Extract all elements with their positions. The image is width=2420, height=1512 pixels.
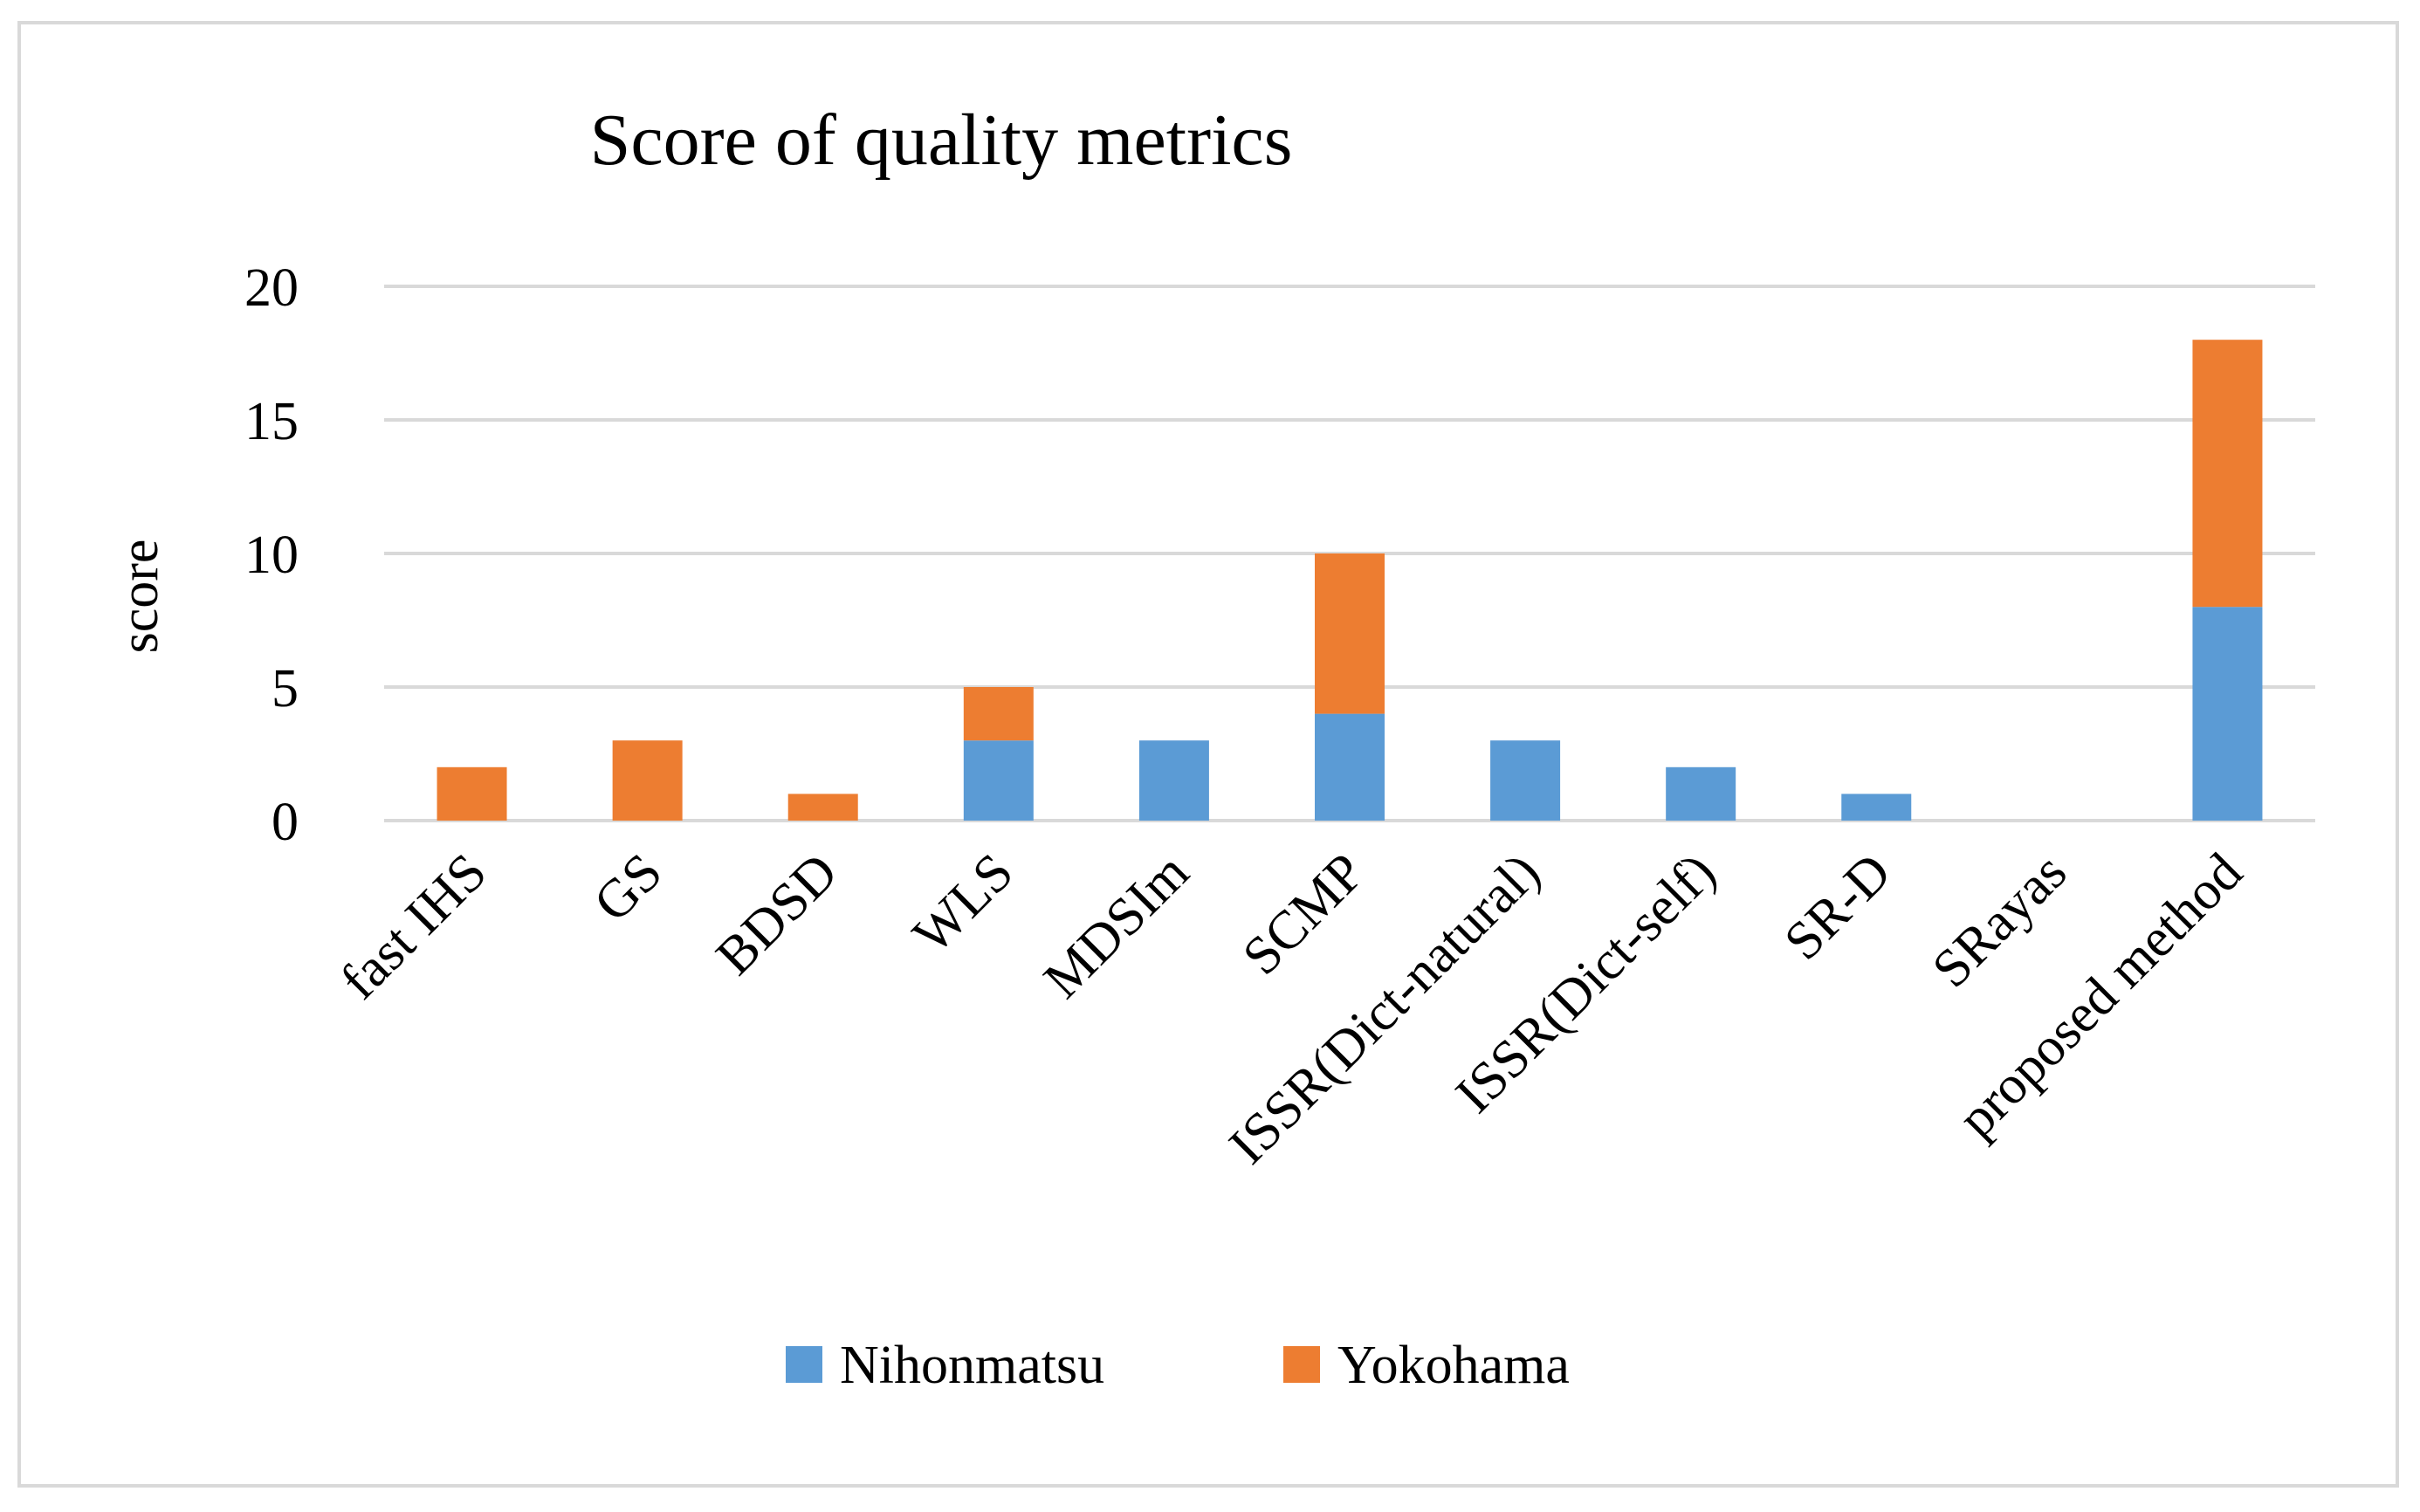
x-tick-label: GS — [582, 842, 673, 933]
x-tick-label: SRayas — [1922, 842, 2079, 1000]
legend-label-nihonmatsu: Nihonmatsu — [840, 1336, 1104, 1395]
bar-nihonmatsu-6 — [1490, 740, 1561, 821]
bar-nihonmatsu-5 — [1315, 713, 1385, 821]
x-tick-labels: fast IHS GS BDSD WLS MDSIm SCMPISSR(Dict-natu… — [329, 842, 2253, 1176]
chart-frame: Score of quality metrics score 0 5 10 15 20 … — [17, 21, 2399, 1488]
y-tick-label: 5 — [272, 659, 299, 718]
chart-svg: Score of quality metrics score 05101520 … — [110, 100, 2315, 1395]
x-tick-label: SCMP — [1232, 842, 1376, 986]
x-tick-label: fast IHS — [329, 842, 498, 1011]
chart-title: Score of quality metrics — [590, 100, 1293, 181]
x-tick-label: WLS — [902, 842, 1025, 966]
bar-nihonmatsu-3 — [963, 740, 1034, 821]
legend-swatch-nihonmatsu — [786, 1346, 822, 1383]
y-tick-label: 15 — [244, 392, 299, 451]
bar-yokohama-0 — [437, 766, 507, 821]
bar-nihonmatsu-7 — [1666, 766, 1736, 821]
x-tick-label: SR-D — [1773, 842, 1902, 972]
bar-yokohama-1 — [612, 740, 683, 821]
legend: Nihonmatsu Yokohama — [786, 1336, 1570, 1395]
x-tick-label: ISSR(Dict-natural) — [1218, 842, 1551, 1176]
y-tick-label: 10 — [244, 526, 299, 585]
bar-nihonmatsu-4 — [1138, 740, 1209, 821]
y-tick-label: 20 — [244, 258, 299, 318]
legend-swatch-yokohama — [1283, 1346, 1320, 1383]
bar-nihonmatsu-8 — [1841, 794, 1912, 821]
bar-nihonmatsu-10 — [2192, 607, 2263, 821]
bars — [437, 340, 2263, 821]
y-axis-label: score — [110, 540, 169, 654]
y-tick-label: 0 — [272, 793, 299, 852]
legend-label-yokohama: Yokohama — [1337, 1336, 1570, 1395]
y-tick-labels: 0 5 10 15 20 — [244, 258, 299, 852]
bar-yokohama-5 — [1315, 553, 1385, 714]
x-tick-label: MDSIm — [1033, 842, 1200, 1010]
bar-yokohama-3 — [963, 687, 1034, 741]
x-tick-label: BDSD — [705, 842, 849, 986]
bar-yokohama-2 — [787, 794, 858, 821]
bar-yokohama-10 — [2192, 340, 2263, 608]
